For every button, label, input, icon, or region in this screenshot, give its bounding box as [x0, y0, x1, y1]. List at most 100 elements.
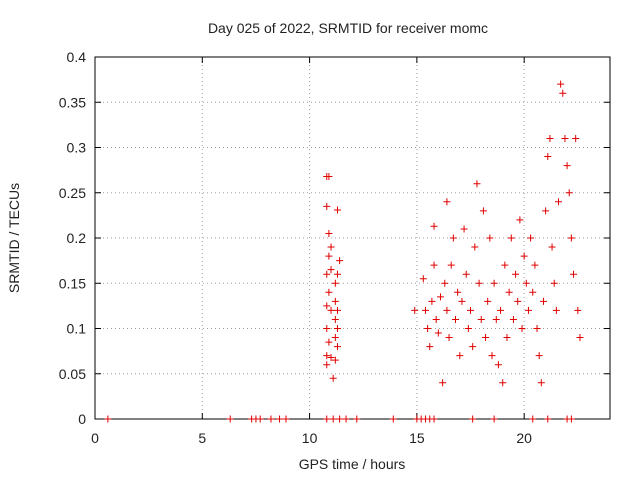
data-point [445, 334, 453, 342]
data-point [567, 234, 575, 242]
data-point [535, 352, 543, 360]
y-tick-label: 0.15 [59, 275, 86, 291]
data-point [323, 302, 331, 310]
x-tick-label: 5 [198, 430, 206, 446]
data-point [567, 415, 575, 423]
data-point [529, 288, 537, 296]
y-tick-label: 0 [78, 411, 86, 427]
data-point [542, 207, 550, 215]
data-point [479, 207, 487, 215]
data-point [516, 216, 524, 224]
data-point [561, 134, 569, 142]
data-point [482, 334, 490, 342]
y-tick-label: 0.25 [59, 185, 86, 201]
data-point [439, 379, 447, 387]
data-point [537, 379, 545, 387]
data-point [325, 252, 333, 260]
data-point [539, 297, 547, 305]
data-point [563, 162, 571, 170]
data-point [531, 261, 539, 269]
data-point [331, 334, 339, 342]
data-point [327, 266, 335, 274]
data-point [276, 415, 284, 423]
data-point [336, 257, 344, 265]
data-point [267, 415, 275, 423]
data-point [518, 325, 526, 332]
data-point [333, 343, 341, 351]
data-point [353, 415, 361, 423]
x-tick-label: 20 [516, 430, 532, 446]
data-point [555, 198, 562, 206]
data-point [421, 306, 429, 314]
data-point [449, 234, 457, 242]
x-tick-label: 0 [91, 430, 99, 446]
y-axis-label: SRMTID / TECUs [6, 183, 22, 293]
data-point [430, 415, 438, 423]
data-point [570, 270, 578, 278]
data-point [331, 356, 339, 364]
data-point [473, 180, 481, 188]
data-point [477, 315, 485, 323]
data-point [331, 297, 339, 305]
data-point [514, 297, 522, 305]
data-point [576, 334, 584, 342]
data-point [507, 234, 515, 242]
data-point [256, 415, 264, 423]
data-point [524, 306, 532, 314]
data-point [490, 415, 498, 423]
data-point [426, 343, 434, 351]
data-point [492, 315, 500, 323]
y-tick-label: 0.3 [67, 140, 87, 156]
data-point [501, 261, 509, 269]
data-point [505, 288, 513, 296]
data-point [325, 288, 333, 296]
data-point [329, 415, 337, 423]
data-point [486, 234, 494, 242]
data-point [572, 134, 580, 142]
y-tick-label: 0.2 [67, 230, 87, 246]
data-point [333, 325, 341, 332]
chart-title: Day 025 of 2022, SRMTID for receiver mom… [208, 20, 488, 36]
data-point [428, 297, 436, 305]
data-point [469, 343, 477, 351]
data-point [333, 270, 341, 278]
data-point [520, 252, 528, 260]
data-point [509, 315, 517, 323]
data-point [323, 270, 331, 278]
data-point [475, 279, 483, 287]
data-point [471, 243, 479, 251]
data-point [574, 306, 582, 314]
data-point [529, 415, 537, 423]
data-point [389, 415, 397, 423]
x-axis-label: GPS time / hours [299, 456, 406, 472]
data-point [436, 293, 444, 301]
data-point [467, 306, 475, 314]
data-point [424, 325, 432, 332]
data-point [325, 172, 333, 180]
data-point [552, 306, 560, 314]
data-point [323, 415, 331, 423]
data-point [331, 279, 339, 287]
data-point [419, 275, 427, 283]
data-point [488, 352, 496, 360]
x-tick-label: 10 [302, 430, 318, 446]
data-point [565, 189, 573, 197]
data-point [548, 243, 556, 251]
data-point [464, 325, 472, 332]
x-tick-label: 15 [409, 430, 425, 446]
y-axis-ticks: 0 0.05 0.1 0.15 0.2 0.25 0.3 0.35 0.4 [59, 49, 610, 427]
data-point [443, 306, 451, 314]
data-point [327, 353, 335, 361]
data-point [331, 315, 339, 323]
x-axis-ticks: 0 5 10 15 20 [91, 57, 532, 446]
data-point [411, 306, 419, 314]
data-point [226, 415, 234, 423]
data-point [512, 270, 520, 278]
y-tick-label: 0.05 [59, 366, 86, 382]
data-point [494, 361, 502, 369]
data-point [458, 297, 466, 305]
data-point [342, 415, 350, 423]
data-point [333, 306, 341, 314]
data-point [522, 279, 530, 287]
